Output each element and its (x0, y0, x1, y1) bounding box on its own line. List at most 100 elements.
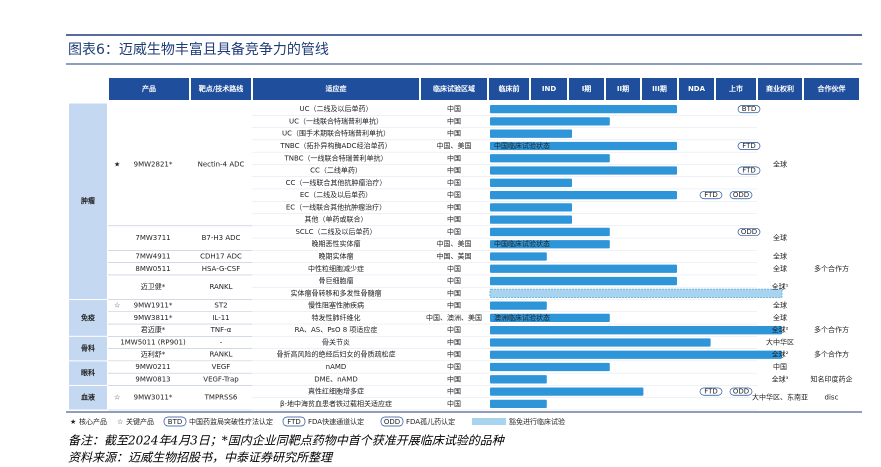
area-cell (69, 336, 107, 361)
progress-bar (490, 154, 610, 163)
area: 眼科 (81, 368, 95, 377)
rights: 大中华区 (766, 337, 794, 346)
tag-label: FTD (704, 388, 718, 396)
legend-symbol: ★ (70, 418, 76, 426)
tag-label: FTD (742, 167, 756, 175)
progress-bar (490, 326, 782, 335)
region: 中国 (447, 215, 461, 224)
area: 肿瘤 (80, 196, 95, 205)
product: 9MW1911* (134, 302, 173, 310)
area: 血液 (81, 393, 96, 402)
bar-label: 中国临床试验状态 (494, 141, 550, 150)
region: 中国 (447, 288, 461, 297)
progress-bar (490, 264, 677, 273)
header-cell (253, 78, 419, 100)
region: 中国 (447, 399, 461, 408)
bar-label: 澳洲临床试验状态 (494, 313, 550, 322)
progress-bar (490, 338, 711, 347)
region: 中国 (447, 153, 461, 162)
tag (737, 105, 761, 114)
indication: 特发性肺纤维化 (312, 313, 361, 322)
note: 资料来源：迈威生物招股书，中泰证券研究所整理 (68, 451, 334, 464)
legend-text: FDA快速通道认定 (308, 417, 364, 426)
indication: 骨折高风险的绝经后妇女的骨质疏松症 (277, 350, 396, 359)
progress-bar (490, 105, 677, 114)
rights: 全球 (773, 159, 787, 168)
target: ST2 (214, 302, 227, 310)
header-label: 临床前 (499, 84, 520, 93)
region: 中国 (447, 190, 461, 199)
target: VEGF-Trap (203, 375, 239, 383)
progress-bar (490, 166, 677, 175)
product-mark: ☆ (114, 394, 120, 402)
indication: UC（围手术期联合特瑞普利单抗） (282, 129, 390, 138)
legend-text: 核心产品 (79, 417, 107, 426)
rights: 全球 (773, 301, 787, 310)
legend-symbol: ODD (384, 418, 400, 426)
region: 中国 (447, 350, 461, 359)
rights: 全球¹ (772, 282, 789, 291)
legend-text: FDA孤儿药认定 (406, 417, 455, 426)
product: 9MW0813 (135, 375, 170, 383)
progress-bar (490, 362, 610, 372)
header-cell (421, 78, 487, 100)
rights: 全球 (773, 313, 787, 322)
header-cell (606, 78, 640, 100)
tag-label: ODD (733, 388, 749, 396)
target: RANKL (209, 351, 232, 359)
product: 7MW3711 (135, 234, 170, 242)
header-label: 适应症 (326, 84, 347, 93)
region: 中国 (447, 129, 461, 138)
tag (699, 387, 723, 396)
partner: 知名印度药企 (811, 374, 853, 383)
region: 中国 (447, 116, 461, 125)
progress-bar (490, 190, 677, 200)
header-cell (716, 78, 756, 100)
progress-bar (490, 301, 547, 310)
legend-box (282, 416, 306, 427)
progress-bar (490, 117, 610, 126)
indication: TNBC（一线联合特瑞普利单抗） (283, 153, 387, 162)
target: Nectin-4 ADC (198, 160, 245, 168)
header-label: 产品 (142, 84, 156, 93)
tag (737, 227, 761, 236)
rights: 全球² (772, 350, 789, 359)
indication: DME、nAMD (314, 375, 358, 383)
product: 9MW3811* (134, 314, 173, 322)
header-cell (489, 78, 529, 100)
product-mark: ★ (114, 160, 120, 168)
region: 中国 (447, 166, 461, 175)
region: 中国 (447, 362, 461, 371)
header-label: II期 (617, 84, 629, 93)
indication: 晚期恶性实体瘤 (312, 239, 361, 248)
product: 9MW0211 (135, 363, 170, 371)
header-label: 靶点/技术路线 (199, 84, 244, 93)
tag-label: ODD (733, 191, 749, 199)
region: 中国、美国 (437, 252, 472, 261)
target: TMPRSS6 (204, 394, 238, 402)
progress-bar (490, 387, 644, 396)
region: 中国 (447, 202, 461, 211)
indication: CC（一线联合其他抗肿瘤治疗） (286, 178, 387, 187)
product: 1MW5011 (RP901) (120, 338, 186, 346)
tag-label: FTD (704, 191, 718, 199)
region: 中国 (447, 264, 461, 273)
indication: UC（二线及以后单药） (299, 104, 372, 113)
tag (699, 191, 723, 200)
header-cell (109, 78, 189, 100)
rights: 全球 (773, 252, 787, 261)
rights: 全球² (772, 325, 789, 334)
target: IL-11 (212, 314, 229, 322)
area-cell (69, 103, 107, 299)
progress-bar (490, 129, 572, 138)
target: CDH17 ADC (200, 253, 242, 261)
tag (729, 387, 753, 396)
bar-label: 中国临床试验状态 (494, 239, 550, 248)
header-label: 上市 (729, 84, 743, 93)
product-mark: ☆ (114, 302, 120, 310)
progress-bar (489, 288, 783, 298)
progress-bar (490, 350, 782, 359)
product: 迈卫健* (141, 282, 166, 291)
partner: 多个合作方 (814, 325, 849, 334)
header-label: NDA (688, 85, 706, 93)
